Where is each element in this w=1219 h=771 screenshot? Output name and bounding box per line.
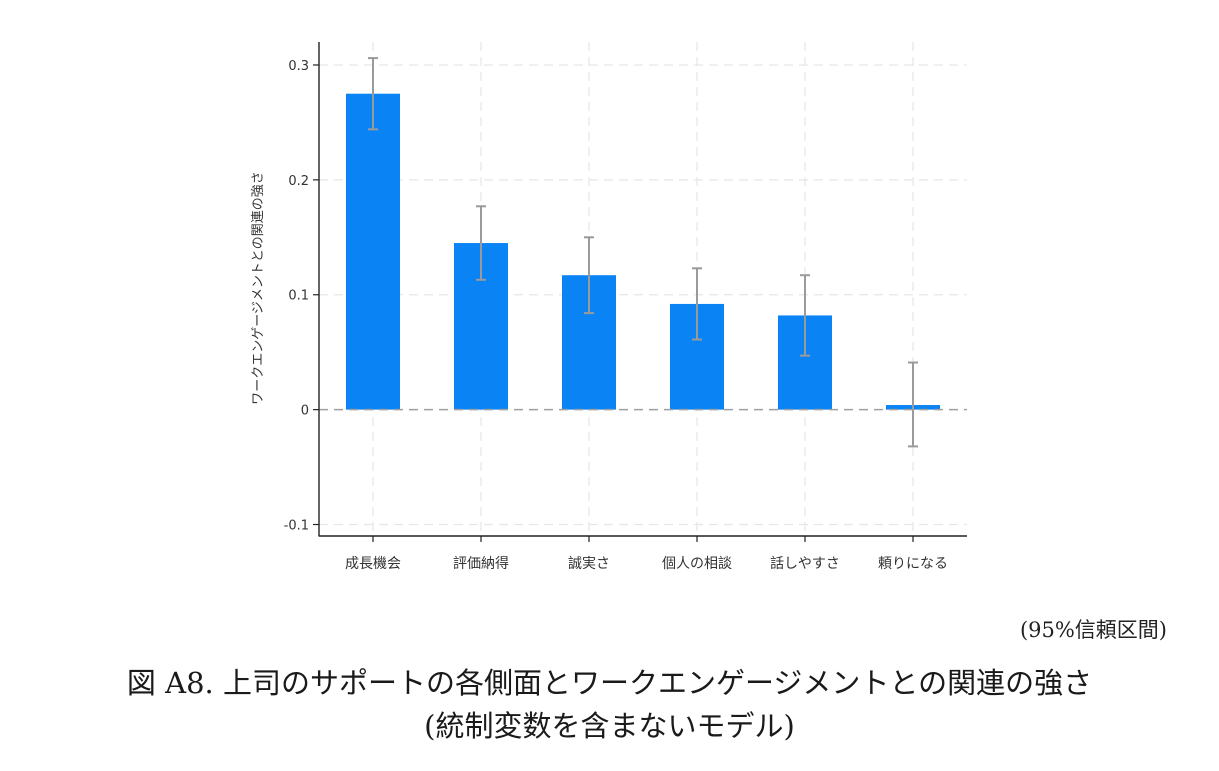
x-category-labels: 成長機会 評価納得 誠実さ 個人の相談 話しやすさ 頼りになる (345, 555, 948, 572)
grid-lines (319, 42, 967, 536)
bars (346, 93, 940, 410)
y-tick-label-1: 0 (301, 404, 309, 419)
y-tick-label-0: -0.1 (284, 519, 309, 534)
error-bars (368, 57, 918, 448)
x-category-label-4: 話しやすさ (770, 555, 840, 572)
bar-chart: -0.1 0 0.1 0.2 0.3 成長機会 評価納得 誠実さ 個人の相談 話しやすさ 頼りにな… (251, 42, 967, 572)
x-category-label-1: 評価納得 (453, 555, 509, 572)
y-tick-label-4: 0.3 (288, 59, 309, 74)
y-tick-labels: -0.1 0 0.1 0.2 0.3 (284, 59, 309, 534)
x-category-label-2: 誠実さ (568, 556, 610, 572)
y-tick-label-2: 0.1 (288, 289, 309, 304)
error-bar-1 (476, 205, 486, 281)
figure-caption-line1: 図 A8. 上司のサポートの各側面とワークエンゲージメントとの関連の強さ (126, 666, 1093, 700)
y-axis-label: ワークエンゲージメントとの関連の強さ (251, 171, 266, 405)
x-category-label-3: 個人の相談 (662, 556, 732, 572)
x-category-label-0: 成長機会 (345, 556, 401, 572)
figure-caption-line2: (統制変数を含まないモデル) (424, 709, 795, 743)
error-bar-5 (908, 361, 918, 448)
error-bar-0 (368, 57, 378, 131)
error-bar-4 (800, 274, 810, 357)
axes (313, 42, 967, 542)
error-bar-2 (584, 236, 594, 315)
y-tick-label-3: 0.2 (288, 174, 309, 189)
x-category-label-5: 頼りになる (878, 556, 948, 572)
confidence-interval-note: (95%信頼区間) (1019, 618, 1167, 642)
bar-0 (346, 93, 400, 410)
error-bar-3 (692, 267, 702, 341)
